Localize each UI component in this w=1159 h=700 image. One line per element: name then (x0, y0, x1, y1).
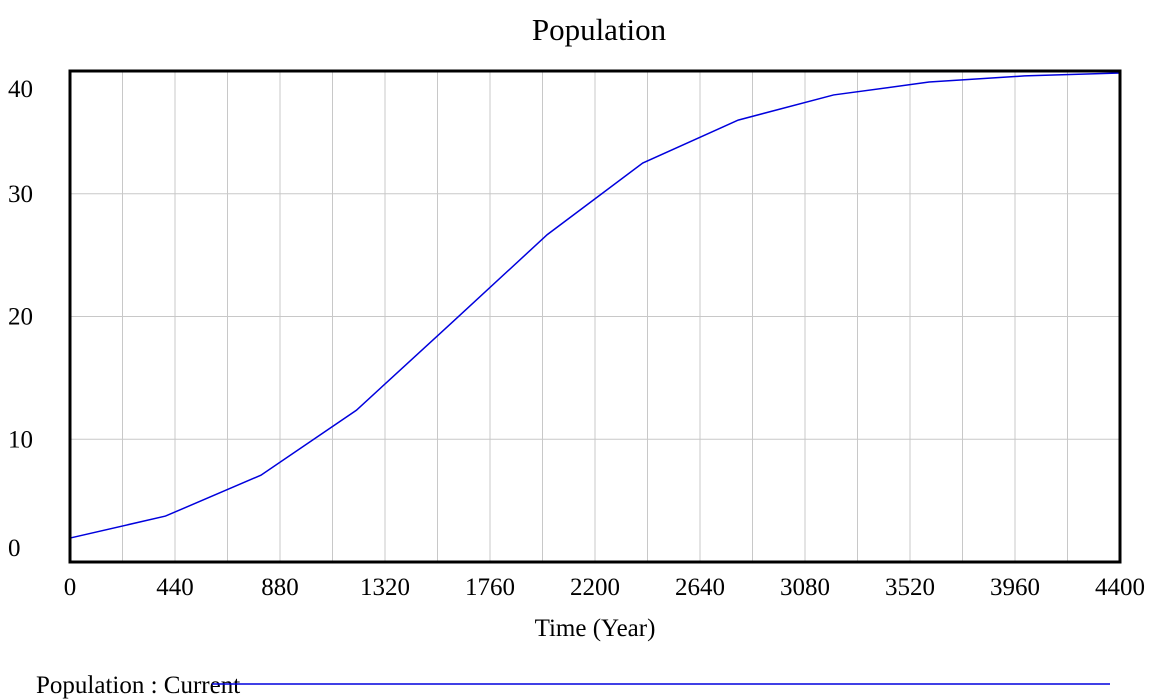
x-tick-label: 3080 (780, 574, 830, 601)
plot-frame (68, 69, 1122, 564)
x-tick-label: 2640 (675, 574, 725, 601)
x-tick-label: 3960 (990, 574, 1040, 601)
x-tick-label: 2200 (570, 574, 620, 601)
x-axis-label: Time (Year) (535, 615, 656, 642)
x-tick-label: 3520 (885, 574, 935, 601)
y-tick-label: 20 (8, 304, 33, 331)
x-tick-label: 0 (64, 574, 77, 601)
y-tick-label: 30 (8, 181, 33, 208)
x-tick-label: 880 (261, 574, 299, 601)
x-tick-label: 1320 (360, 574, 410, 601)
y-tick-label: 10 (8, 426, 33, 453)
y-tick-label: 0 (8, 535, 21, 562)
x-tick-label: 1760 (465, 574, 515, 601)
legend-label: Population : Current (36, 672, 240, 699)
chart-title: Population (532, 12, 667, 47)
x-tick-label: 440 (156, 574, 194, 601)
y-tick-label: 40 (8, 76, 33, 103)
x-tick-label: 4400 (1095, 574, 1145, 601)
series-line (69, 72, 1121, 539)
